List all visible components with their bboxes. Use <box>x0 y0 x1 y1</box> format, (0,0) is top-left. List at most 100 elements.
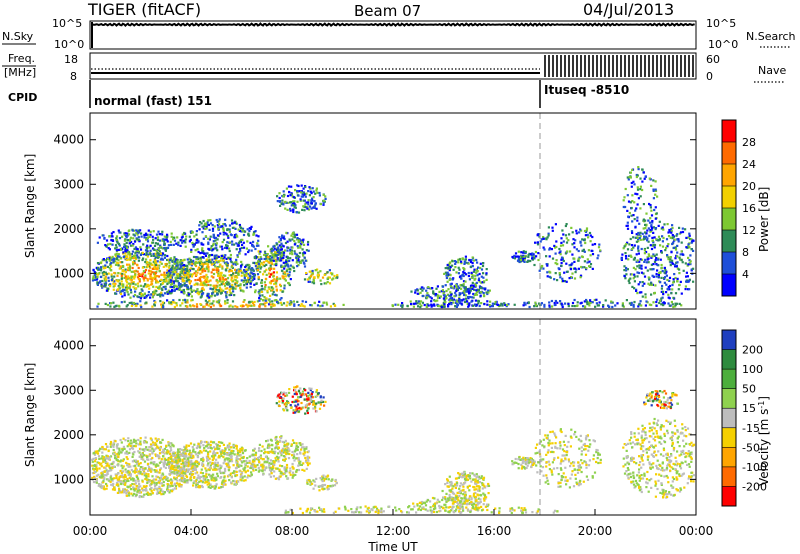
velocity-echo <box>116 443 119 446</box>
power-echo <box>295 256 298 259</box>
velocity-echo <box>114 454 117 457</box>
power-echo <box>520 255 524 259</box>
velocity-echo <box>94 464 97 468</box>
power-echo <box>292 209 295 212</box>
power-echo <box>170 232 173 235</box>
power-echo <box>112 261 115 264</box>
power-echo <box>436 285 439 288</box>
power-echo <box>644 231 647 234</box>
velocity-echo <box>135 476 139 479</box>
power-echo <box>258 292 261 295</box>
power-echo <box>124 244 127 247</box>
power-echo <box>218 287 222 290</box>
power-echo <box>223 256 226 259</box>
power-echo <box>655 272 658 276</box>
power-echo <box>690 238 693 241</box>
power-echo <box>284 275 287 278</box>
power-echo <box>656 263 659 267</box>
velocity-echo <box>138 447 142 450</box>
power-echo <box>687 243 690 246</box>
power-echo <box>275 299 278 302</box>
power-echo <box>219 245 222 248</box>
power-echo <box>460 260 463 263</box>
power-echo <box>135 250 138 253</box>
power-echo <box>668 228 671 232</box>
power-echo <box>191 241 194 245</box>
power-echo <box>535 255 538 258</box>
velocity-echo <box>148 493 151 496</box>
power-echo <box>112 285 115 288</box>
power-echo <box>161 247 164 250</box>
power-echo <box>235 234 238 237</box>
power-echo <box>296 265 299 268</box>
power-echo <box>106 258 110 261</box>
power-echo <box>263 302 266 305</box>
power-echo <box>131 261 135 264</box>
power-echo <box>487 291 490 294</box>
power-echo <box>310 202 313 205</box>
power-echo <box>289 201 292 204</box>
power-echo <box>631 231 634 234</box>
power-echo <box>602 304 605 307</box>
velocity-echo <box>109 467 112 470</box>
power-echo <box>156 260 159 263</box>
power-echo <box>141 251 144 254</box>
power-echo <box>102 234 105 237</box>
velocity-echo <box>145 484 148 488</box>
power-echo <box>158 233 161 236</box>
power-echo <box>311 187 314 190</box>
power-echo <box>279 239 282 242</box>
velocity-echo <box>104 443 108 446</box>
power-echo <box>294 206 297 209</box>
velocity-echo <box>91 472 94 475</box>
power-echo <box>671 224 674 227</box>
power-echo <box>305 192 308 195</box>
velocity-echo <box>176 482 179 485</box>
power-echo <box>553 278 556 281</box>
power-echo <box>458 294 461 297</box>
power-echo <box>117 272 120 275</box>
power-echo <box>548 255 551 258</box>
velocity-echo <box>97 473 100 476</box>
power-echo <box>258 296 261 300</box>
power-echo <box>458 276 462 279</box>
velocity-echo <box>212 452 215 455</box>
power-echo <box>256 300 259 303</box>
power-echo <box>117 284 120 288</box>
power-echo <box>134 256 138 259</box>
power-echo <box>247 273 250 276</box>
power-echo <box>477 266 480 269</box>
power-echo <box>432 292 435 295</box>
power-echo <box>181 279 184 282</box>
power-echo <box>121 261 124 264</box>
power-echo <box>148 269 151 272</box>
velocity-echo <box>139 462 142 465</box>
power-echo <box>101 286 104 289</box>
power-echo <box>429 296 432 299</box>
power-echo <box>255 282 258 285</box>
velocity-echo <box>93 475 96 478</box>
power-echo <box>430 297 433 300</box>
power-echo <box>437 294 440 297</box>
power-echo <box>101 271 104 274</box>
power-echo <box>574 271 577 274</box>
power-echo <box>149 275 152 278</box>
power-echo <box>185 279 188 282</box>
velocity-echo <box>121 459 125 462</box>
power-echo <box>621 253 624 256</box>
power-echo <box>304 195 307 198</box>
power-echo <box>200 262 203 265</box>
power-echo <box>307 201 310 204</box>
power-echo <box>143 292 146 295</box>
power-echo <box>215 268 218 271</box>
power-echo <box>481 281 484 284</box>
power-echo <box>114 260 117 263</box>
power-echo <box>425 289 428 292</box>
power-echo <box>131 266 134 270</box>
power-echo <box>270 250 273 253</box>
power-echo <box>655 253 658 256</box>
power-echo <box>547 232 550 235</box>
power-echo <box>104 283 107 286</box>
power-echo <box>217 269 220 272</box>
